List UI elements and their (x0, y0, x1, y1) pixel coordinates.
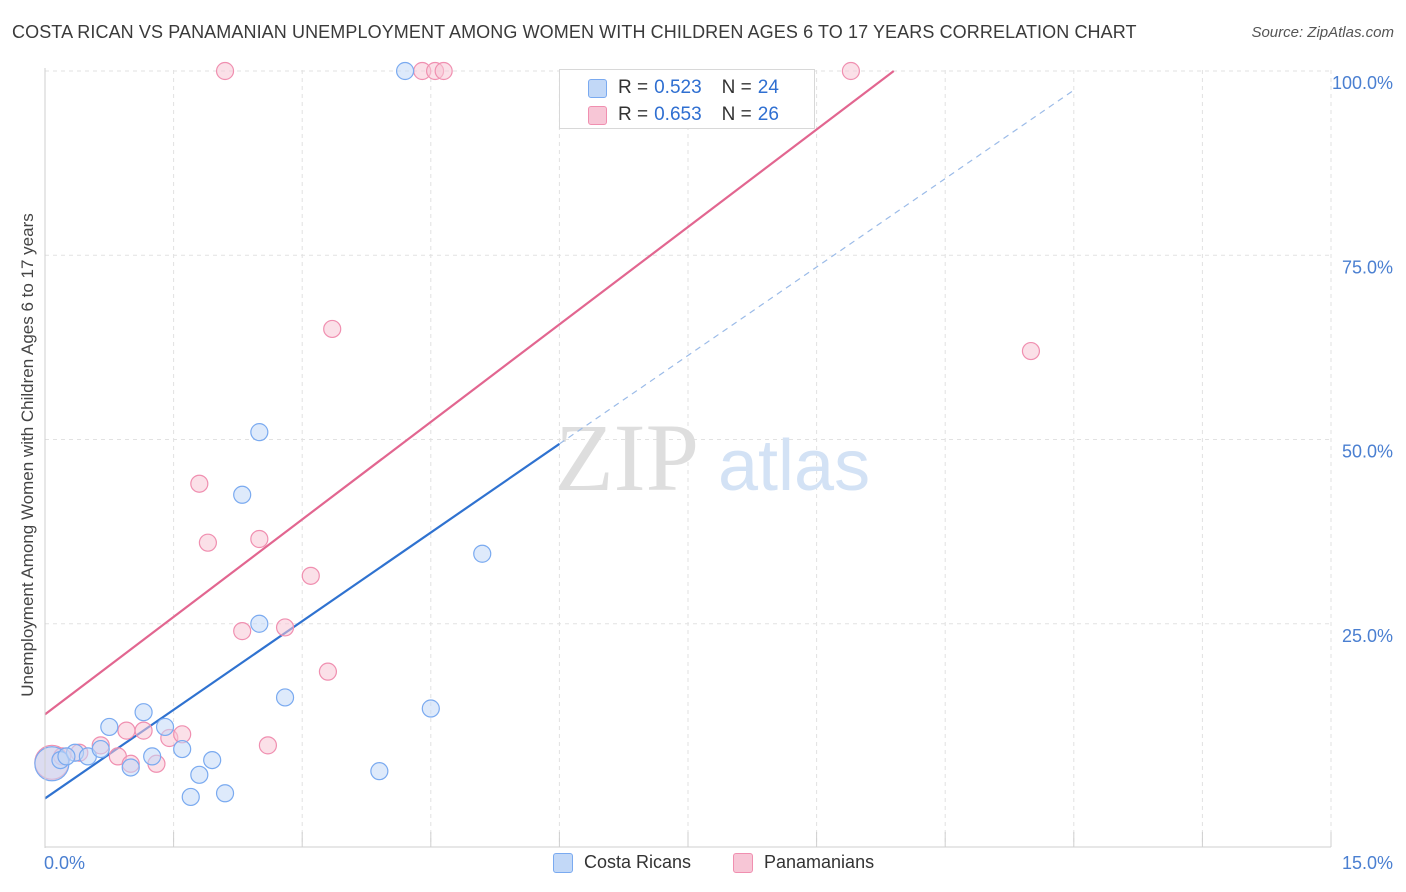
point-panamanians (301, 566, 320, 585)
point-costa-ricans (155, 717, 175, 737)
point-panamanians (258, 736, 278, 755)
point-costa-ricans (134, 703, 153, 722)
point-panamanians (318, 662, 338, 681)
legend-item-panamanians[interactable]: Panamanians (733, 852, 874, 873)
legend-swatch-pink (588, 105, 607, 125)
point-costa-ricans (215, 784, 235, 803)
point-panamanians (275, 618, 295, 637)
point-costa-ricans (473, 544, 492, 563)
x-tick-label: 15.0% (1342, 853, 1393, 873)
watermark: ZIP atlas (555, 404, 870, 511)
point-panamanians (198, 533, 217, 552)
trend-line-costa-ricans-extension (559, 89, 1075, 445)
point-costa-ricans (57, 747, 76, 766)
stats-legend: R = 0.523 N = 24 R = 0.653 N = 26 (559, 69, 815, 129)
series-legend: Costa Ricans Panamanians (0, 852, 1406, 876)
point-costa-ricans (100, 717, 119, 737)
r-label: R = (618, 104, 649, 125)
n-value: 24 (757, 77, 779, 98)
r-value: 0.523 (654, 77, 702, 98)
point-panamanians (117, 721, 136, 740)
point-panamanians (190, 474, 209, 493)
point-costa-ricans (250, 614, 269, 633)
point-costa-ricans (181, 787, 200, 807)
legend-swatch-blue (588, 78, 607, 98)
y-tick-label: 25.0% (1342, 626, 1393, 646)
point-costa-ricans (233, 485, 252, 504)
r-value: 0.653 (654, 104, 702, 125)
stats-row-panamanians: R = 0.653 N = 26 (588, 103, 779, 127)
y-tick-label: 100.0% (1332, 73, 1393, 93)
legend-item-costa-ricans[interactable]: Costa Ricans (553, 852, 691, 873)
point-panamanians (1021, 341, 1041, 361)
legend-swatch-pink (733, 852, 753, 873)
n-label: N = (721, 104, 752, 125)
trend-line-costa-ricans (44, 443, 561, 800)
point-panamanians (233, 622, 252, 641)
point-costa-ricans (395, 61, 415, 81)
n-label: N = (721, 77, 752, 98)
axes: 25.0% 50.0% 75.0% 100.0% 0.0% 15.0% (44, 68, 1393, 873)
trend-lines (44, 70, 1075, 800)
point-costa-ricans (91, 739, 110, 759)
data-points (34, 61, 1041, 807)
legend-swatch-blue (553, 852, 573, 873)
y-tick-label: 50.0% (1342, 442, 1393, 462)
chart-title: COSTA RICAN VS PANAMANIAN UNEMPLOYMENT A… (12, 22, 1137, 42)
source-credit: Source: ZipAtlas.com (1251, 24, 1394, 41)
legend-label-panamanians: Panamanians (764, 852, 875, 872)
stats-row-costa-ricans: R = 0.523 N = 24 (588, 76, 779, 100)
watermark-zip: ZIP (555, 404, 699, 511)
point-costa-ricans (121, 758, 140, 777)
legend-label-costa-ricans: Costa Ricans (584, 852, 692, 872)
point-panamanians (434, 61, 453, 81)
x-tick-label: 0.0% (44, 853, 85, 873)
point-panamanians (250, 529, 269, 549)
point-costa-ricans (173, 739, 192, 759)
point-costa-ricans (370, 762, 389, 781)
point-panamanians (323, 319, 342, 339)
point-costa-ricans (143, 747, 162, 766)
watermark-atlas: atlas (718, 426, 870, 506)
point-costa-ricans (203, 750, 222, 770)
point-costa-ricans (250, 423, 269, 442)
point-panamanians (215, 61, 235, 81)
point-panamanians (841, 61, 860, 81)
point-costa-ricans (190, 765, 209, 784)
n-value: 26 (757, 104, 779, 125)
y-tick-label: 75.0% (1342, 257, 1393, 277)
point-costa-ricans (421, 699, 440, 718)
r-label: R = (618, 77, 649, 98)
point-panamanians (134, 721, 153, 740)
point-costa-ricans (275, 688, 295, 707)
trend-line-panamanians (44, 70, 895, 716)
